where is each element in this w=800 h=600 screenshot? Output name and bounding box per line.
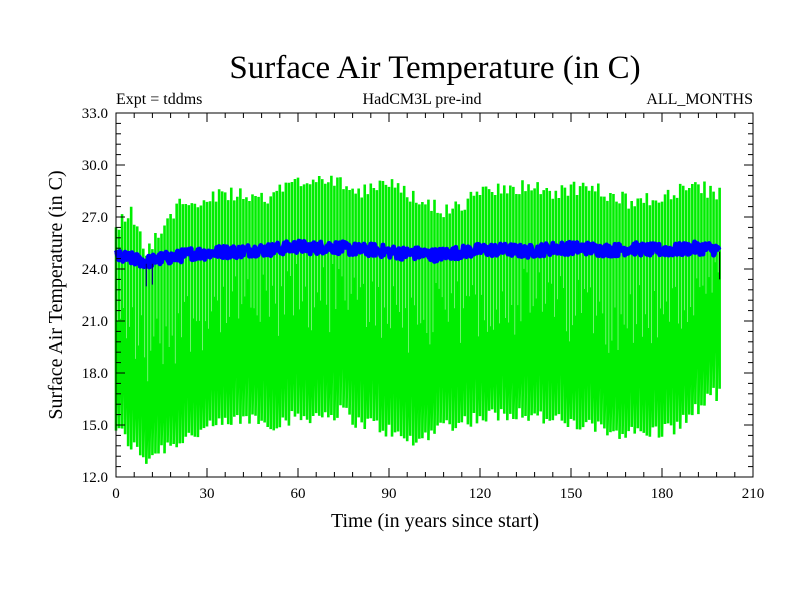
- monthly-series-line: [114, 175, 721, 464]
- y-axis-label: Surface Air Temperature (in C): [45, 170, 67, 419]
- chart-title: Surface Air Temperature (in C): [229, 50, 640, 86]
- y-tick-label: 30.0: [82, 158, 108, 174]
- y-tick-label: 24.0: [82, 262, 108, 278]
- x-tick-label: 150: [560, 486, 583, 502]
- x-tick-label: 30: [200, 486, 215, 502]
- x-axis-label: Time (in years since start): [331, 510, 539, 532]
- x-tick-label: 0: [112, 486, 120, 502]
- plot-frame: [115, 112, 754, 478]
- x-tick-label: 210: [742, 486, 765, 502]
- annual-mean-series-line: [113, 238, 722, 270]
- y-tick-label: 27.0: [82, 210, 108, 226]
- header-left-label: Expt = tddms: [116, 91, 202, 108]
- y-tick-label: 33.0: [82, 106, 108, 122]
- x-tick-label: 90: [382, 486, 397, 502]
- header-center-label: HadCM3L pre-ind: [363, 91, 482, 108]
- header-right-label: ALL_MONTHS: [646, 91, 753, 108]
- plot-area: [113, 175, 722, 464]
- x-tick-label: 180: [651, 486, 674, 502]
- y-tick-label: 15.0: [82, 418, 108, 434]
- y-tick-label: 21.0: [82, 314, 108, 330]
- y-tick-label: 12.0: [82, 470, 108, 486]
- axes: 0 30 60 90 120 150 180 210 12.0 15.0 18.0 21.0 24.0 2…: [82, 106, 765, 502]
- x-tick-label: 60: [291, 486, 306, 502]
- x-tick-label: 120: [469, 486, 492, 502]
- y-tick-label: 18.0: [82, 366, 108, 382]
